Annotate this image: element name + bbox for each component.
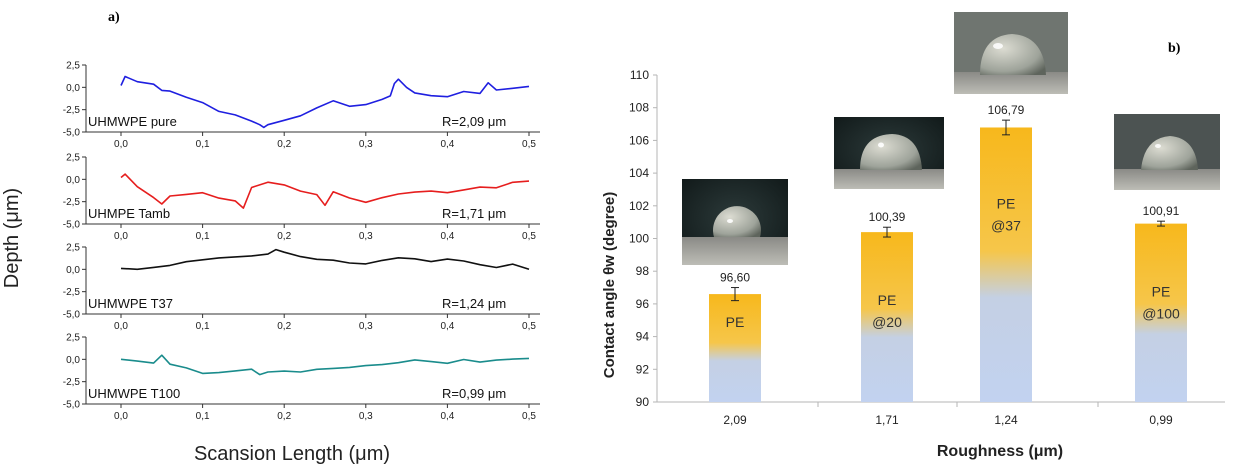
x-tick-label: 0,1 (196, 139, 210, 150)
depth-subplot-3: 2,5 0,0 -2,5 -5,0 0,0 0,1 0,2 0,3 0,4 0,5 UHMWPE T… (63, 243, 540, 332)
droplet-photo-pe100 (1114, 114, 1220, 190)
roughness-label: R=1,24 μm (442, 296, 506, 311)
x-tick-label: 0,0 (114, 321, 128, 332)
y-tick-label: 2,5 (66, 61, 80, 72)
panel-a-ylabel: Depth (μm) (1, 188, 23, 288)
y-tick-label: 106 (629, 133, 649, 147)
x-tick-label: 0,5 (522, 231, 536, 242)
y-tick-label: -5,0 (63, 400, 81, 411)
depth-subplot-2: 2,5 0,0 -2,5 -5,0 0,0 0,1 0,2 0,3 0,4 0,5 UHMPE Ta… (63, 153, 540, 242)
profile-line-3 (120, 248, 530, 271)
profile-line-1 (120, 75, 530, 129)
bar-inner-label: @37 (991, 217, 1021, 233)
y-tick-label: -2,5 (63, 287, 81, 298)
x-tick-label: 0,5 (522, 411, 536, 422)
x-tick-label: 0,1 (196, 411, 210, 422)
x-tick-label: 0,2 (277, 411, 291, 422)
y-tick-label: 94 (636, 330, 650, 344)
y-tick-label: 108 (629, 101, 649, 115)
y-tick-label: 102 (629, 199, 649, 213)
series-name-label: UHMWPE T100 (88, 386, 180, 401)
y-tick-label: 92 (636, 362, 650, 376)
bar-inner-label: PE (726, 314, 745, 330)
y-tick-label: -5,0 (63, 220, 81, 231)
depth-subplot-4: 2,5 0,0 -2,5 -5,0 0,0 0,1 0,2 0,3 0,4 0,5 UHMWPE T… (63, 333, 540, 422)
y-tick-label: 104 (629, 166, 649, 180)
x-tick-label: 0,2 (277, 321, 291, 332)
roughness-label: R=2,09 μm (442, 114, 506, 129)
bar-inner-label: PE (878, 292, 897, 308)
roughness-label: R=0,99 μm (442, 386, 506, 401)
y-tick-label: 2,5 (66, 153, 80, 164)
contact-angle-bar-chart: 90 92 94 96 98 100 102 104 106 108 110 96,60 PE 2,09 1… (629, 68, 1225, 427)
x-tick-label: 1,24 (994, 413, 1018, 427)
y-tick-label: 0,0 (66, 355, 80, 366)
bar-inner-label: PE (997, 195, 1016, 211)
panel-b-ylabel: Contact angle θw (degree) (601, 192, 618, 378)
x-tick-label: 0,5 (522, 139, 536, 150)
x-tick-label: 0,3 (359, 231, 373, 242)
y-tick-label: -2,5 (63, 377, 81, 388)
x-tick-label: 0,3 (359, 321, 373, 332)
value-label: 106,79 (988, 103, 1025, 117)
x-tick-label: 0,0 (114, 139, 128, 150)
profile-line-4 (120, 354, 530, 376)
bar-inner-label: @100 (1142, 306, 1180, 322)
series-name-label: UHMWPE pure (88, 114, 177, 129)
x-tick-label: 2,09 (723, 413, 747, 427)
y-tick-label: 90 (636, 395, 650, 409)
bar-4 (1135, 223, 1187, 402)
y-tick-label: -5,0 (63, 310, 81, 321)
y-tick-label: 98 (636, 264, 650, 278)
panel-a-xlabel: Scansion Length (μm) (194, 443, 390, 465)
x-tick-label: 0,1 (196, 321, 210, 332)
y-tick-label: 110 (630, 68, 649, 82)
series-name-label: UHMPE Tamb (88, 206, 170, 221)
x-tick-label: 0,4 (440, 411, 454, 422)
panel-b-label: b) (1168, 41, 1181, 56)
x-tick-label: 0,4 (440, 231, 454, 242)
y-tick-label: 96 (636, 297, 650, 311)
droplet-photo-pe37 (954, 12, 1068, 94)
bar-inner-label: PE (1152, 284, 1171, 300)
y-tick-label: 0,0 (66, 175, 80, 186)
depth-profile-panels: 2,5 0,0 -2,5 -5,0 0,0 0,1 0,2 0,3 0,4 0,5 UHMWPE p… (63, 61, 540, 422)
depth-subplot-1: 2,5 0,0 -2,5 -5,0 0,0 0,1 0,2 0,3 0,4 0,5 UHMWPE p… (63, 61, 540, 150)
value-label: 96,60 (720, 271, 750, 285)
x-tick-label: 0,3 (359, 139, 373, 150)
droplet-photo-pe20 (834, 117, 944, 189)
y-tick-label: 2,5 (66, 243, 80, 254)
value-label: 100,91 (1143, 204, 1180, 218)
y-tick-label: -2,5 (63, 197, 81, 208)
bar-1 (709, 294, 761, 402)
panel-a-label: a) (108, 10, 120, 25)
y-tick-label: -2,5 (63, 105, 81, 116)
y-tick-label: 0,0 (66, 83, 80, 94)
y-tick-label: 100 (629, 232, 649, 246)
y-tick-label: 2,5 (66, 333, 80, 344)
series-name-label: UHMWPE T37 (88, 296, 173, 311)
panel-b-xlabel: Roughness (μm) (937, 443, 1063, 460)
bar-inner-label: @20 (872, 314, 902, 330)
droplet-photo-pe (682, 179, 788, 265)
x-tick-label: 0,2 (277, 231, 291, 242)
x-tick-label: 0,1 (196, 231, 210, 242)
x-tick-label: 0,0 (114, 411, 128, 422)
bar-2 (861, 232, 913, 402)
x-tick-label: 0,4 (440, 139, 454, 150)
x-tick-label: 1,71 (875, 413, 899, 427)
roughness-label: R=1,71 μm (442, 206, 506, 221)
x-tick-label: 0,4 (440, 321, 454, 332)
value-label: 100,39 (869, 210, 906, 224)
y-tick-label: 0,0 (66, 265, 80, 276)
x-tick-label: 0,3 (359, 411, 373, 422)
y-tick-label: -5,0 (63, 128, 81, 139)
bar-3 (980, 127, 1032, 403)
x-tick-label: 0,99 (1149, 413, 1173, 427)
profile-line-2 (120, 173, 530, 209)
x-tick-label: 0,0 (114, 231, 128, 242)
x-tick-label: 0,2 (277, 139, 291, 150)
x-tick-label: 0,5 (522, 321, 536, 332)
